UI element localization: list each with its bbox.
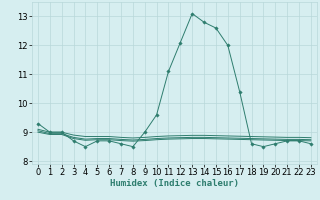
X-axis label: Humidex (Indice chaleur): Humidex (Indice chaleur): [110, 179, 239, 188]
